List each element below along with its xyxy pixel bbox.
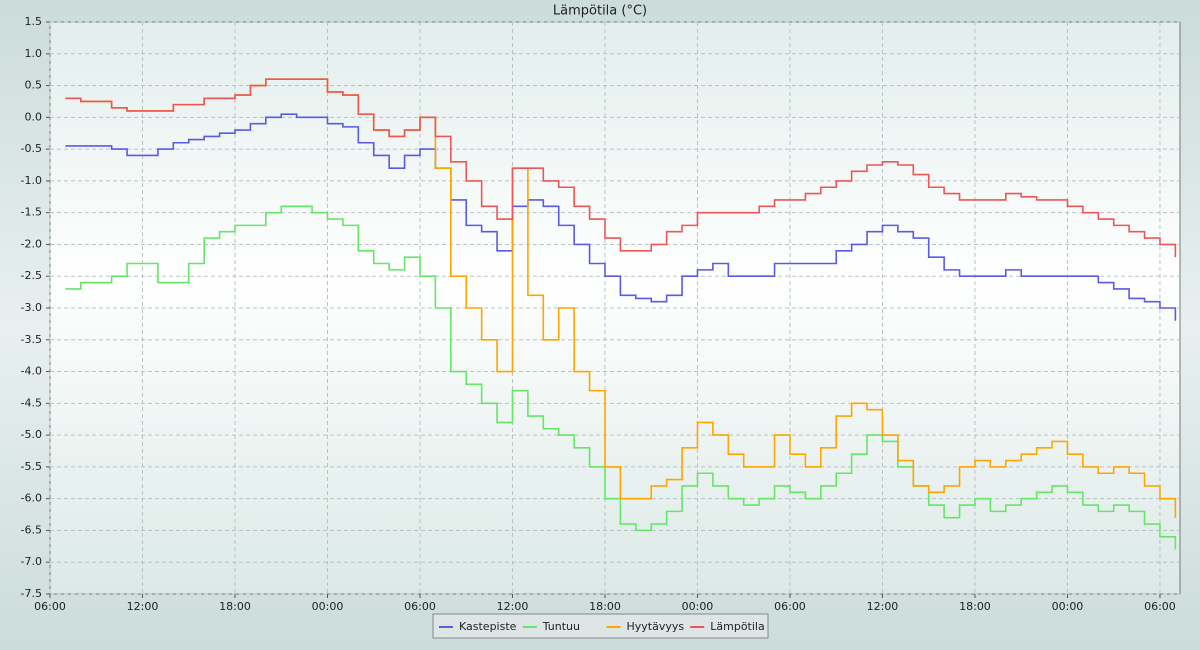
series-line: [65, 205, 1177, 550]
x-tick-label: 00:00: [1052, 600, 1084, 613]
y-tick-label: -7.5: [21, 587, 42, 600]
x-tick-label: 18:00: [959, 600, 991, 613]
x-tick-label: 18:00: [589, 600, 621, 613]
lines: [65, 78, 1177, 550]
x-tick-label: 06:00: [34, 600, 66, 613]
y-tick-label: 1.5: [25, 15, 43, 28]
y-tick-label: -5.5: [21, 460, 42, 473]
y-tick-label: -1.0: [21, 174, 42, 187]
y-tick-label: -2.0: [21, 237, 42, 250]
y-tick-label: 0.5: [25, 79, 43, 92]
y-tick-label: -4.5: [21, 396, 42, 409]
legend-label: Lämpötila: [710, 620, 764, 633]
y-tick-label: -1.5: [21, 206, 42, 219]
x-tick-label: 12:00: [497, 600, 529, 613]
y-tick-label: -2.5: [21, 269, 42, 282]
y-tick-label: -6.5: [21, 523, 42, 536]
y-tick-label: -3.0: [21, 301, 42, 314]
legend-label: Kastepiste: [459, 620, 517, 633]
legend: [432, 613, 769, 639]
y-tick-label: -3.5: [21, 333, 42, 346]
y-tick-label: 1.0: [25, 47, 43, 60]
legend-label: Hyytävyys: [627, 620, 685, 633]
chart-title: Lämpötila (°C): [553, 4, 647, 19]
y-tick-label: -0.5: [21, 142, 42, 155]
y-tick-label: -5.0: [21, 428, 42, 441]
y-tick-label: 0.0: [25, 110, 43, 123]
y-tick-label: -6.0: [21, 492, 42, 505]
x-tick-label: 12:00: [127, 600, 159, 613]
x-tick-label: 06:00: [774, 600, 806, 613]
y-tick-label: -7.0: [21, 555, 42, 568]
series-line: [65, 78, 1177, 258]
x-tick-label: 18:00: [219, 600, 251, 613]
y-tick-label: -4.0: [21, 365, 42, 378]
x-tick-label: 06:00: [1144, 600, 1176, 613]
x-tick-label: 06:00: [404, 600, 436, 613]
x-tick-label: 00:00: [312, 600, 344, 613]
legend-label: Tuntuu: [542, 620, 580, 633]
x-tick-label: 12:00: [867, 600, 899, 613]
series-line: [65, 113, 1177, 321]
legend-items: Kastepiste Tuntuu Hyytävyys Lämpötila: [439, 620, 765, 633]
x-tick-label: 00:00: [682, 600, 714, 613]
